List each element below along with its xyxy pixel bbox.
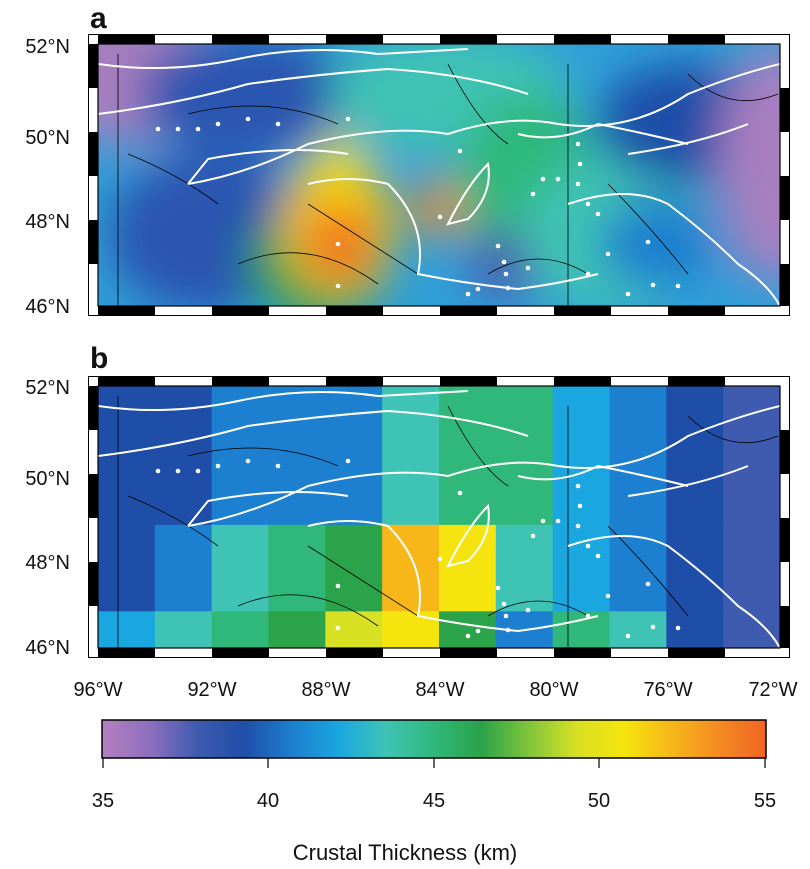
colorbar-title: Crustal Thickness (km) — [292, 840, 518, 865]
grid-cell — [211, 611, 269, 648]
grid-cell — [211, 524, 269, 612]
frame-b — [88, 376, 790, 658]
lat-label-52-a: 52°N — [25, 36, 70, 58]
lat-label-52-b: 52°N — [25, 377, 70, 399]
grid-cell — [154, 611, 213, 648]
lat-label-46-b: 46°N — [25, 637, 70, 659]
grid-cell — [439, 524, 497, 612]
colorbar-gradient — [101, 719, 767, 759]
grid-cell — [98, 524, 156, 612]
grid-cell — [552, 611, 610, 648]
grid-cell — [439, 611, 497, 648]
thickness-grid-b — [98, 386, 780, 648]
grid-cell — [211, 386, 269, 526]
panel-a-label: a — [90, 2, 107, 35]
map-panel-b — [88, 376, 790, 658]
lat-label-50-a: 50°N — [25, 127, 70, 149]
grid-cell — [268, 386, 326, 526]
colorbar-tick-35: 35 — [91, 790, 115, 812]
grid-cell — [325, 611, 383, 648]
lon-label-80: 80°W — [529, 679, 579, 701]
colorbar-tick-40: 40 — [256, 790, 280, 812]
grid-cell — [723, 611, 780, 648]
grid-cell — [439, 386, 497, 526]
grid-cell — [268, 524, 326, 612]
lat-label-50-b: 50°N — [25, 468, 70, 490]
colorbar-tick-50: 50 — [587, 790, 611, 812]
lon-label-92: 92°W — [187, 679, 237, 701]
lat-label-48-a: 48°N — [25, 211, 70, 233]
grid-cell — [666, 386, 724, 526]
grid-cell — [382, 524, 440, 612]
thickness-field-a — [98, 44, 780, 306]
grid-cell — [609, 386, 667, 526]
grid-cell — [495, 524, 554, 612]
grid-cell — [723, 524, 780, 612]
grid-cell — [98, 611, 156, 648]
lon-label-96: 96°W — [73, 679, 123, 701]
grid-cell — [268, 611, 326, 648]
grid-cell — [325, 386, 383, 526]
colorbar-tick-55: 55 — [753, 790, 777, 812]
lon-label-88: 88°W — [301, 679, 351, 701]
grid-cell — [382, 386, 440, 526]
grid-cell — [495, 386, 554, 526]
lon-label-76: 76°W — [643, 679, 693, 701]
colorbar-tick-45: 45 — [422, 790, 446, 812]
colorbar — [101, 719, 767, 768]
lat-label-48-b: 48°N — [25, 552, 70, 574]
grid-cell — [609, 524, 667, 612]
grid-cell — [154, 524, 213, 612]
lon-label-84: 84°W — [415, 679, 465, 701]
panel-b-label: b — [90, 342, 109, 375]
grid-cell — [382, 611, 440, 648]
lat-label-46-a: 46°N — [25, 296, 70, 318]
grid-cell — [552, 524, 610, 612]
map-panel-a — [88, 34, 790, 316]
lon-label-72: 72°W — [748, 679, 798, 701]
grid-cell — [325, 524, 383, 612]
grid-cell — [609, 611, 667, 648]
grid-cell — [552, 386, 610, 526]
grid-cell — [723, 386, 780, 526]
grid-cell — [666, 611, 724, 648]
frame-a — [88, 34, 790, 316]
